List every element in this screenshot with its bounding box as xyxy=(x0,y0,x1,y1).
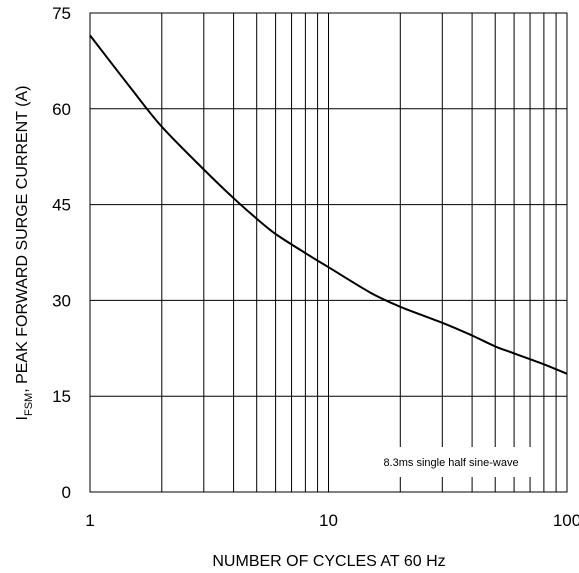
y-axis-title-subscript: FSM xyxy=(23,393,35,416)
x-tick-label: 1 xyxy=(85,511,94,530)
plot-area-border xyxy=(89,12,568,493)
y-tick-label: 30 xyxy=(52,291,71,310)
x-tick-label: 100 xyxy=(553,511,579,530)
annotation-box-bg xyxy=(358,447,543,477)
y-axis-title: IFSM, PEAK FORWARD SURGE CURRENT (A) xyxy=(14,86,35,421)
surge-current-curve xyxy=(89,34,568,375)
y-tick-label: 45 xyxy=(52,196,71,215)
y-tick-label: 75 xyxy=(52,4,71,23)
y-tick-labels: 0 15 30 45 60 75 xyxy=(52,4,71,502)
y-tick-label: 15 xyxy=(52,387,71,406)
annotation-box: 8.3ms single half sine-wave xyxy=(358,447,543,477)
y-axis-title-prefix: I xyxy=(14,416,31,420)
grid xyxy=(90,13,567,492)
y-tick-label: 0 xyxy=(62,483,71,502)
annotation-text: 8.3ms single half sine-wave xyxy=(383,457,518,469)
x-tick-label: 10 xyxy=(319,511,338,530)
y-tick-label: 60 xyxy=(52,100,71,119)
x-axis-title: NUMBER OF CYCLES AT 60 Hz xyxy=(212,553,445,570)
y-axis-title-main: , PEAK FORWARD SURGE CURRENT (A) xyxy=(14,86,31,393)
x-tick-labels: 1 10 100 xyxy=(85,511,579,530)
